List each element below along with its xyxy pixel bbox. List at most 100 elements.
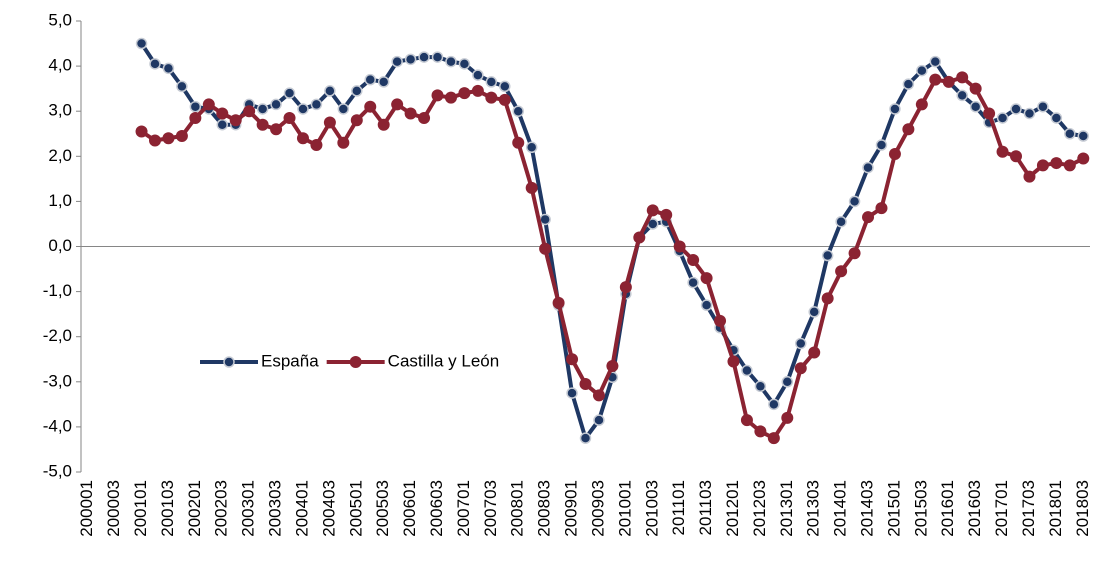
data-point [216,118,229,131]
data-point [700,299,713,311]
x-tick-label: 201701 [992,480,1011,537]
x-tick-label: 200501 [346,480,365,537]
x-tick-label: 200701 [454,480,473,537]
y-tick-label: 2,0 [48,146,72,165]
data-point [566,353,579,366]
x-tick-label: 200201 [185,480,204,537]
data-point [149,58,161,70]
data-point [862,211,875,224]
data-point [270,98,282,111]
data-point [633,231,646,244]
y-tick-label: 4,0 [48,56,72,75]
data-point [176,80,188,93]
x-tick-label: 201301 [777,480,796,537]
data-point [297,103,309,115]
data-point [875,202,888,215]
data-point [848,247,861,260]
data-point [1050,112,1063,124]
data-point [781,376,794,388]
data-point [418,51,430,63]
data-point [162,132,175,145]
data-point [1050,157,1063,170]
data-point [754,380,767,393]
x-tick-label: 200603 [427,480,446,537]
data-point [687,276,699,289]
x-tick-label: 201201 [723,480,742,537]
data-point [700,272,713,285]
data-point [754,425,767,438]
data-point [1023,107,1036,120]
data-point [444,91,457,104]
data-point [821,292,834,305]
x-tick-label: 200101 [131,480,150,537]
data-point [956,89,968,102]
data-point [323,116,336,129]
data-point [741,364,753,377]
data-point [795,337,807,350]
data-point [1010,103,1022,115]
data-point [472,69,484,81]
data-point [1037,100,1049,113]
data-point [687,254,700,267]
data-point [566,387,578,399]
data-point [243,105,256,118]
data-point [902,78,915,90]
data-point [525,141,538,154]
y-tick-label: -5,0 [43,461,72,480]
data-point [337,103,350,115]
x-tick-label: 201103 [696,480,715,535]
data-point [889,103,901,115]
data-point [714,314,727,327]
data-point [296,132,309,145]
data-point [592,389,605,402]
data-point [256,103,269,115]
x-tick-label: 200503 [373,480,392,537]
data-point [673,240,686,253]
data-point [498,93,511,106]
data-point [364,100,377,113]
data-point [593,414,605,426]
data-point [135,37,148,50]
data-point [996,145,1009,158]
data-point [606,360,619,373]
data-point [445,55,457,68]
data-point [404,107,417,120]
x-tick-label: 201703 [1019,480,1038,537]
x-tick-label: 201003 [642,480,661,537]
y-tick-label: -4,0 [43,416,72,435]
data-point [458,87,471,100]
data-point [808,346,821,359]
data-point [310,139,323,152]
data-point [1077,152,1090,165]
data-point [781,411,794,424]
data-point [404,53,417,66]
x-tick-label: 200801 [508,480,527,537]
data-point [902,123,915,136]
x-tick-label: 200601 [400,480,419,537]
data-point [1023,170,1036,183]
x-tick-label: 201101 [669,480,688,535]
data-point [956,71,969,84]
x-tick-label: 200003 [104,480,123,537]
data-point [1036,159,1049,172]
data-point [646,204,659,217]
x-tick-label: 200001 [77,480,96,537]
data-point [794,362,807,375]
y-tick-label: -1,0 [43,281,72,300]
data-point [512,136,525,149]
x-tick-label: 200703 [481,480,500,537]
legend-label: Castilla y León [388,351,500,370]
data-point [619,281,632,294]
x-tick-label: 201303 [804,480,823,537]
data-point [727,355,740,368]
data-point [916,64,928,77]
data-point [808,306,820,318]
data-point [162,62,175,75]
data-point [768,398,780,411]
data-point [929,55,942,68]
data-point [485,91,498,104]
data-point [270,123,283,136]
x-tick-label: 201503 [911,480,930,537]
data-point [431,89,444,102]
